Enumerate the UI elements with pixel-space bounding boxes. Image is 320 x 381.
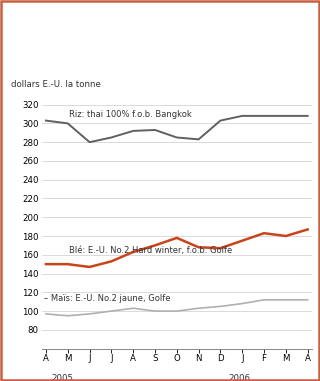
Text: Riz: thai 100% f.o.b. Bangkok: Riz: thai 100% f.o.b. Bangkok [69, 110, 192, 119]
Text: Blé: E.-U. No.2 Hard winter, f.o.b. Golfe: Blé: E.-U. No.2 Hard winter, f.o.b. Golf… [69, 246, 232, 255]
Text: céréales: céréales [19, 51, 77, 65]
Text: Prix à l’exportation des: Prix à l’exportation des [99, 12, 264, 27]
Text: Figure 2.: Figure 2. [19, 12, 89, 26]
Text: 2006: 2006 [228, 374, 250, 381]
Text: dollars E.-U. la tonne: dollars E.-U. la tonne [11, 80, 100, 89]
Text: – Maïs: E.-U. No.2 jaune, Golfe: – Maïs: E.-U. No.2 jaune, Golfe [44, 294, 170, 303]
Text: 2005: 2005 [52, 374, 73, 381]
